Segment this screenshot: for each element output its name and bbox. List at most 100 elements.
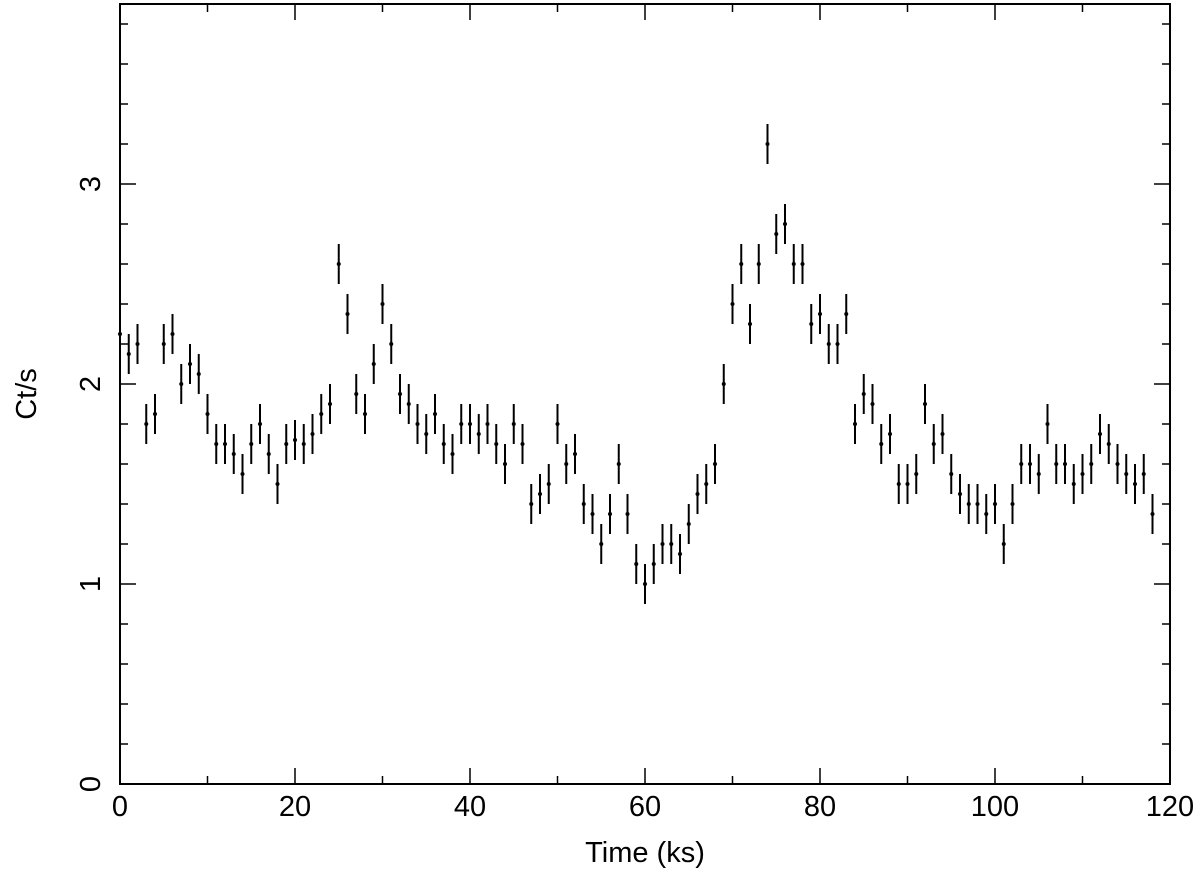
data-point — [328, 402, 332, 406]
data-point — [774, 232, 779, 236]
data-point — [258, 422, 262, 426]
data-point — [739, 262, 744, 266]
data-point — [555, 422, 560, 426]
data-point — [1071, 482, 1076, 486]
data-point — [660, 542, 665, 546]
x-tick-label: 60 — [629, 791, 661, 823]
data-point — [389, 342, 394, 346]
data-point — [301, 442, 306, 446]
data-point — [450, 452, 455, 456]
data-point — [1089, 462, 1094, 466]
data-point — [1141, 472, 1146, 476]
data-point — [161, 342, 166, 346]
data-point — [625, 512, 630, 516]
data-point — [546, 482, 551, 486]
data-point — [573, 452, 577, 456]
y-tick-label: 0 — [75, 776, 107, 792]
data-point — [231, 452, 236, 456]
data-point — [371, 362, 376, 366]
data-point — [144, 422, 149, 426]
data-point — [879, 442, 884, 446]
data-point — [783, 222, 787, 226]
data-point — [1036, 472, 1041, 476]
data-point — [721, 382, 726, 386]
x-tick-label: 40 — [454, 791, 486, 823]
data-point — [441, 442, 446, 446]
data-point — [896, 482, 901, 486]
data-point — [1019, 462, 1024, 466]
data-point — [1124, 472, 1129, 476]
x-tick-label: 80 — [804, 791, 836, 823]
data-point — [756, 262, 761, 266]
data-point — [975, 502, 980, 506]
x-axis-label: Time (ks) — [585, 837, 705, 869]
data-point — [126, 352, 131, 356]
data-point — [564, 462, 569, 466]
data-point — [188, 362, 192, 366]
data-point — [844, 312, 849, 316]
data-point — [695, 492, 700, 496]
data-point — [791, 262, 796, 266]
data-point — [1045, 422, 1050, 426]
data-point — [748, 322, 752, 326]
data-point — [424, 432, 429, 436]
data-point — [678, 552, 682, 556]
data-point — [179, 382, 184, 386]
data-point — [345, 312, 350, 316]
data-point — [468, 422, 472, 426]
data-point — [861, 392, 866, 396]
data-point — [1063, 462, 1067, 466]
data-point — [153, 412, 157, 416]
data-point — [275, 482, 280, 486]
data-point — [415, 422, 420, 426]
data-point — [818, 312, 822, 316]
data-point — [205, 412, 210, 416]
data-point — [826, 342, 831, 346]
data-point — [310, 432, 315, 436]
data-point — [914, 472, 919, 476]
data-point — [643, 582, 647, 586]
data-point — [870, 402, 875, 406]
x-tick-label: 20 — [279, 791, 311, 823]
data-point — [599, 542, 604, 546]
data-point — [196, 372, 201, 376]
data-point — [118, 332, 122, 336]
data-point — [888, 432, 892, 436]
data-point — [608, 512, 612, 516]
y-axis-label: Ct/s — [11, 368, 43, 420]
data-point — [1001, 542, 1006, 546]
data-point — [949, 472, 954, 476]
data-point — [669, 542, 674, 546]
data-point — [485, 422, 490, 426]
data-point — [503, 462, 507, 466]
data-point — [1010, 502, 1015, 506]
x-tick-label: 0 — [112, 791, 128, 823]
data-point — [730, 302, 735, 306]
data-point — [686, 522, 691, 526]
x-tick-label: 100 — [971, 791, 1019, 823]
data-point — [616, 462, 621, 466]
data-point — [520, 442, 525, 446]
data-point — [380, 302, 385, 306]
data-point — [363, 412, 367, 416]
data-point — [809, 322, 814, 326]
data-point — [538, 492, 542, 496]
data-point — [214, 442, 219, 446]
data-point — [1133, 482, 1137, 486]
data-point — [249, 442, 254, 446]
data-point — [1054, 462, 1059, 466]
data-point — [651, 562, 656, 566]
data-point — [135, 342, 140, 346]
data-point — [293, 438, 297, 442]
data-point — [905, 482, 910, 486]
data-point — [1080, 472, 1085, 476]
x-tick-label: 120 — [1146, 791, 1194, 823]
data-point — [398, 392, 402, 396]
data-point — [958, 492, 962, 496]
data-point — [511, 422, 516, 426]
y-tick-label: 2 — [75, 376, 107, 392]
data-point — [1115, 462, 1120, 466]
data-point — [993, 502, 997, 506]
data-point — [835, 342, 840, 346]
